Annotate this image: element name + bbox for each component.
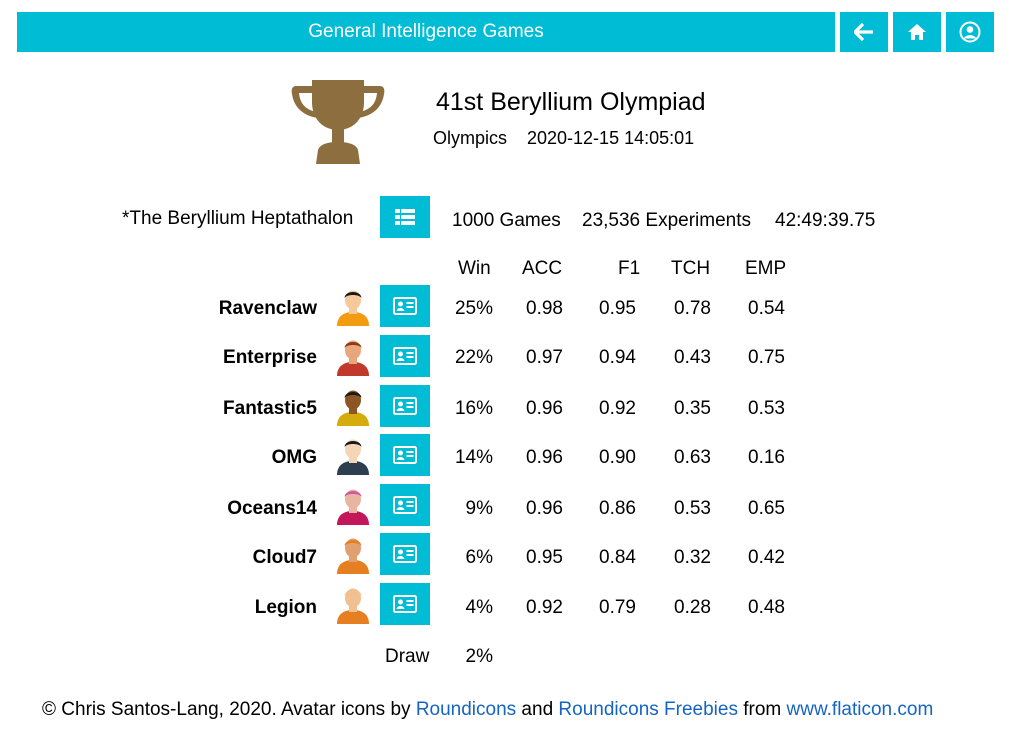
user-profile-button[interactable]: [946, 12, 994, 52]
column-header-emp: EMP: [745, 258, 787, 279]
win-rate: 16%: [454, 398, 493, 419]
back-button[interactable]: [840, 12, 888, 52]
id-card-icon: [393, 297, 417, 315]
f1-score: 0.92: [599, 398, 636, 419]
f1-score: 0.86: [599, 498, 636, 519]
team-profile-button[interactable]: [380, 434, 430, 476]
win-rate: 9%: [465, 498, 493, 519]
id-card-icon: [393, 545, 417, 563]
team-profile-button[interactable]: [380, 335, 430, 377]
acc-score: 0.97: [526, 347, 563, 368]
win-rate: 25%: [454, 298, 493, 319]
olympiad-type: Olympics: [433, 128, 508, 148]
team-name: Enterprise: [223, 347, 317, 368]
event-details-button[interactable]: [380, 196, 430, 238]
team-avatar: [337, 290, 369, 326]
tch-score: 0.35: [674, 398, 711, 419]
footer-from: from: [737, 699, 787, 720]
id-card-icon: [393, 347, 417, 365]
f1-score: 0.95: [599, 298, 636, 319]
team-avatar: [337, 439, 369, 475]
team-avatar: [337, 588, 369, 624]
event-duration: 42:49:39.75: [775, 210, 876, 231]
trophy-icon: [291, 80, 385, 164]
team-avatar: [337, 538, 369, 574]
footer-credits: © Chris Santos-Lang, 2020. Avatar icons …: [42, 699, 933, 721]
app-title-bar: General Intelligence Games: [17, 12, 835, 52]
tch-score: 0.63: [674, 447, 711, 468]
acc-score: 0.96: [526, 498, 563, 519]
team-avatar: [337, 340, 369, 376]
team-profile-button[interactable]: [380, 583, 430, 625]
team-name: Cloud7: [252, 547, 317, 568]
draw-value: 2%: [465, 646, 493, 667]
tch-score: 0.28: [674, 597, 711, 618]
tch-score: 0.32: [674, 547, 711, 568]
acc-score: 0.95: [526, 547, 563, 568]
home-icon: [908, 24, 926, 40]
tch-score: 0.43: [674, 347, 711, 368]
emp-score: 0.53: [748, 398, 785, 419]
tch-score: 0.53: [674, 498, 711, 519]
acc-score: 0.92: [526, 597, 563, 618]
team-profile-button[interactable]: [380, 484, 430, 526]
roundicons-link[interactable]: Roundicons: [415, 699, 517, 720]
tch-score: 0.78: [674, 298, 711, 319]
f1-score: 0.90: [599, 447, 636, 468]
acc-score: 0.98: [526, 298, 563, 319]
emp-score: 0.42: [748, 547, 785, 568]
id-card-icon: [393, 446, 417, 464]
back-arrow-icon: [854, 23, 873, 41]
column-header-f1: F1: [618, 258, 641, 279]
emp-score: 0.75: [748, 347, 785, 368]
olympiad-datetime: 2020-12-15 14:05:01: [527, 128, 695, 148]
win-rate: 14%: [454, 447, 493, 468]
emp-score: 0.65: [748, 498, 785, 519]
footer-prefix: © Chris Santos-Lang, 2020. Avatar icons …: [42, 699, 416, 720]
team-name: Oceans14: [227, 498, 317, 519]
team-profile-button[interactable]: [380, 385, 430, 427]
draw-label: Draw: [385, 646, 430, 667]
acc-score: 0.96: [526, 447, 563, 468]
f1-score: 0.94: [599, 347, 636, 368]
id-card-icon: [393, 397, 417, 415]
win-rate: 6%: [465, 547, 493, 568]
team-name: Ravenclaw: [218, 298, 317, 319]
games-count: 1000 Games: [452, 210, 561, 231]
home-button[interactable]: [893, 12, 941, 52]
f1-score: 0.84: [599, 547, 636, 568]
team-avatar: [337, 390, 369, 426]
event-name: *The Beryllium Heptathalon: [122, 208, 354, 229]
team-avatar: [337, 489, 369, 525]
team-profile-button[interactable]: [380, 533, 430, 575]
column-header-tch: TCH: [671, 258, 711, 279]
win-rate: 4%: [465, 597, 493, 618]
user-profile-icon: [959, 21, 981, 43]
app-title: General Intelligence Games: [308, 21, 544, 42]
team-name: Fantastic5: [223, 398, 317, 419]
id-card-icon: [393, 595, 417, 613]
column-header-win: Win: [458, 258, 491, 279]
team-name: OMG: [271, 447, 317, 468]
roundicons-freebies-link[interactable]: Roundicons Freebies: [558, 699, 738, 720]
emp-score: 0.16: [748, 447, 785, 468]
team-profile-button[interactable]: [380, 285, 430, 327]
f1-score: 0.79: [599, 597, 636, 618]
list-icon: [395, 209, 415, 225]
footer-and: and: [516, 699, 559, 720]
team-name: Legion: [254, 597, 317, 618]
column-header-acc: ACC: [522, 258, 563, 279]
win-rate: 22%: [454, 347, 493, 368]
emp-score: 0.54: [748, 298, 785, 319]
olympiad-title: 41st Beryllium Olympiad: [436, 88, 706, 116]
emp-score: 0.48: [748, 597, 785, 618]
id-card-icon: [393, 496, 417, 514]
acc-score: 0.96: [526, 398, 563, 419]
flaticon-link[interactable]: www.flaticon.com: [786, 699, 934, 720]
experiments-count: 23,536 Experiments: [582, 210, 751, 231]
